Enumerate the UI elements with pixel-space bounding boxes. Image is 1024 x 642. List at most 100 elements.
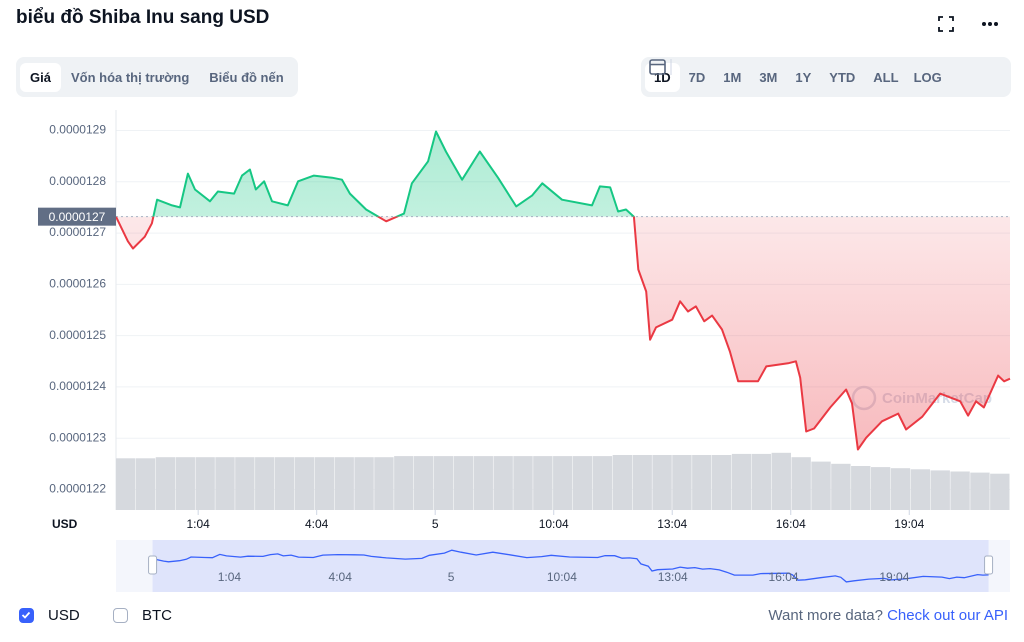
chart-title: biểu đồ Shiba Inu sang USD (16, 7, 270, 28)
x-tick-label: 10:04 (539, 517, 569, 531)
price-line-up (116, 130, 635, 217)
y-tick-label: 0.0000126 (49, 277, 106, 291)
volume-bar (473, 456, 493, 510)
volume-bar (334, 457, 354, 510)
api-link[interactable]: Check out our API (887, 607, 1008, 624)
checkbox[interactable] (113, 608, 128, 623)
range[interactable]: YTD (829, 69, 856, 85)
volume-bar (870, 467, 891, 510)
plot: 0.0000129 0.0000128 0.0000127 0.0000126 0.00… (38, 110, 1011, 592)
navigator-handle (148, 555, 158, 575)
range[interactable]: 1Y (795, 69, 812, 85)
calendar-icon[interactable] (641, 57, 675, 77)
tab-group: Giá Vốn hóa thị trường Biểu đồ nến (16, 57, 298, 97)
navigator-tick-label: 1:04 (218, 570, 242, 584)
price-line-down (115, 216, 1011, 451)
volume-bar (314, 457, 335, 510)
y-axis-label: USD (52, 517, 78, 531)
volume-bar (294, 457, 315, 510)
footer-text: Want more data? (768, 607, 883, 624)
volume-bar (791, 457, 811, 510)
navigator-tick-label: 19:04 (879, 570, 909, 584)
volume-bar (831, 463, 851, 510)
volume-bar (274, 457, 295, 510)
volume-bar (215, 457, 235, 510)
fullscreen-icon[interactable] (936, 14, 956, 34)
log-toggle[interactable]: LOG (913, 69, 942, 85)
y-tick-label: 0.0000122 (49, 482, 106, 496)
volume-bar (592, 456, 613, 510)
volume-bar (612, 455, 633, 510)
volume-bar (731, 453, 752, 510)
volume-bar (533, 456, 553, 510)
volume-bar (811, 461, 831, 510)
y-tick-label: 0.0000124 (49, 379, 106, 393)
y-tick-label: 0.0000128 (49, 174, 106, 188)
navigator-line (152, 549, 989, 583)
volume-bar (513, 456, 533, 510)
volume-bar (712, 455, 732, 510)
navigator-tick-label: 13:04 (658, 570, 688, 584)
volume-bar (771, 452, 791, 510)
volume-bar (553, 456, 573, 510)
volume-bar (414, 456, 434, 510)
volume-bar (672, 455, 692, 510)
volume-bar (950, 471, 970, 510)
navigator-tick-label: 4:04 (329, 570, 353, 584)
more-icon[interactable] (980, 14, 1000, 34)
volume-bar (155, 457, 176, 510)
range-group: 1D 7D 1M 3M 1Y YTD ALL LOG (641, 57, 1011, 97)
range[interactable]: 1M (723, 69, 742, 85)
x-tick-label: 1:04 (186, 517, 210, 531)
volume-bar (632, 455, 652, 510)
volume-bar (394, 456, 414, 510)
volume-bar (493, 456, 513, 510)
volume-bar (116, 458, 136, 510)
area-up (153, 131, 634, 217)
volume-bar (255, 457, 275, 510)
volume-bar (572, 456, 593, 510)
volume-bar (851, 466, 871, 510)
tab[interactable]: Vốn hóa thị trường (70, 69, 190, 85)
range[interactable]: 3M (759, 69, 778, 85)
range[interactable]: 7D (688, 69, 706, 85)
volume-bar (930, 470, 950, 510)
volume-bar (751, 453, 772, 510)
range[interactable]: ALL (873, 69, 899, 85)
area-down (116, 216, 1010, 450)
volume-bar (135, 458, 156, 510)
checkbox-checked[interactable] (19, 608, 34, 623)
y-tick-label: 0.0000125 (49, 328, 106, 342)
volume-bar (890, 468, 911, 510)
x-tick-label: 19:04 (894, 517, 924, 531)
x-tick-label: 16:04 (776, 517, 806, 531)
legend-label: USD (48, 607, 80, 624)
volume-bar (692, 455, 712, 510)
volume-bar (652, 455, 672, 510)
navigator-handle (984, 555, 994, 575)
volume-bar (433, 456, 454, 510)
y-tick-label: 0.0000129 (49, 123, 106, 137)
navigator-tick-label: 10:04 (547, 570, 577, 584)
navigator-selection (152, 540, 989, 592)
x-tick-label: 4:04 (305, 517, 329, 531)
tab[interactable]: Giá (20, 62, 61, 92)
volume-bar (453, 456, 474, 510)
volume-bar (235, 457, 255, 510)
y-tick-label: 0.0000123 (49, 430, 106, 444)
footer: Want more data? Check out our API (768, 607, 1008, 624)
volume-bar (175, 457, 195, 510)
price-tag-box (38, 207, 116, 226)
x-tick-label: 5 (432, 517, 439, 531)
tab[interactable]: Biểu đồ nến (209, 69, 284, 85)
volume-bar (970, 472, 990, 510)
volume-bar (195, 457, 215, 510)
price-tag: 0.0000127 (49, 210, 106, 224)
navigator-tick-label: 5 (448, 570, 455, 584)
y-tick-label: 0.0000127 (49, 225, 106, 239)
volume-bar (910, 469, 931, 510)
volume-bar (990, 473, 1010, 510)
volume-bar (374, 457, 394, 510)
